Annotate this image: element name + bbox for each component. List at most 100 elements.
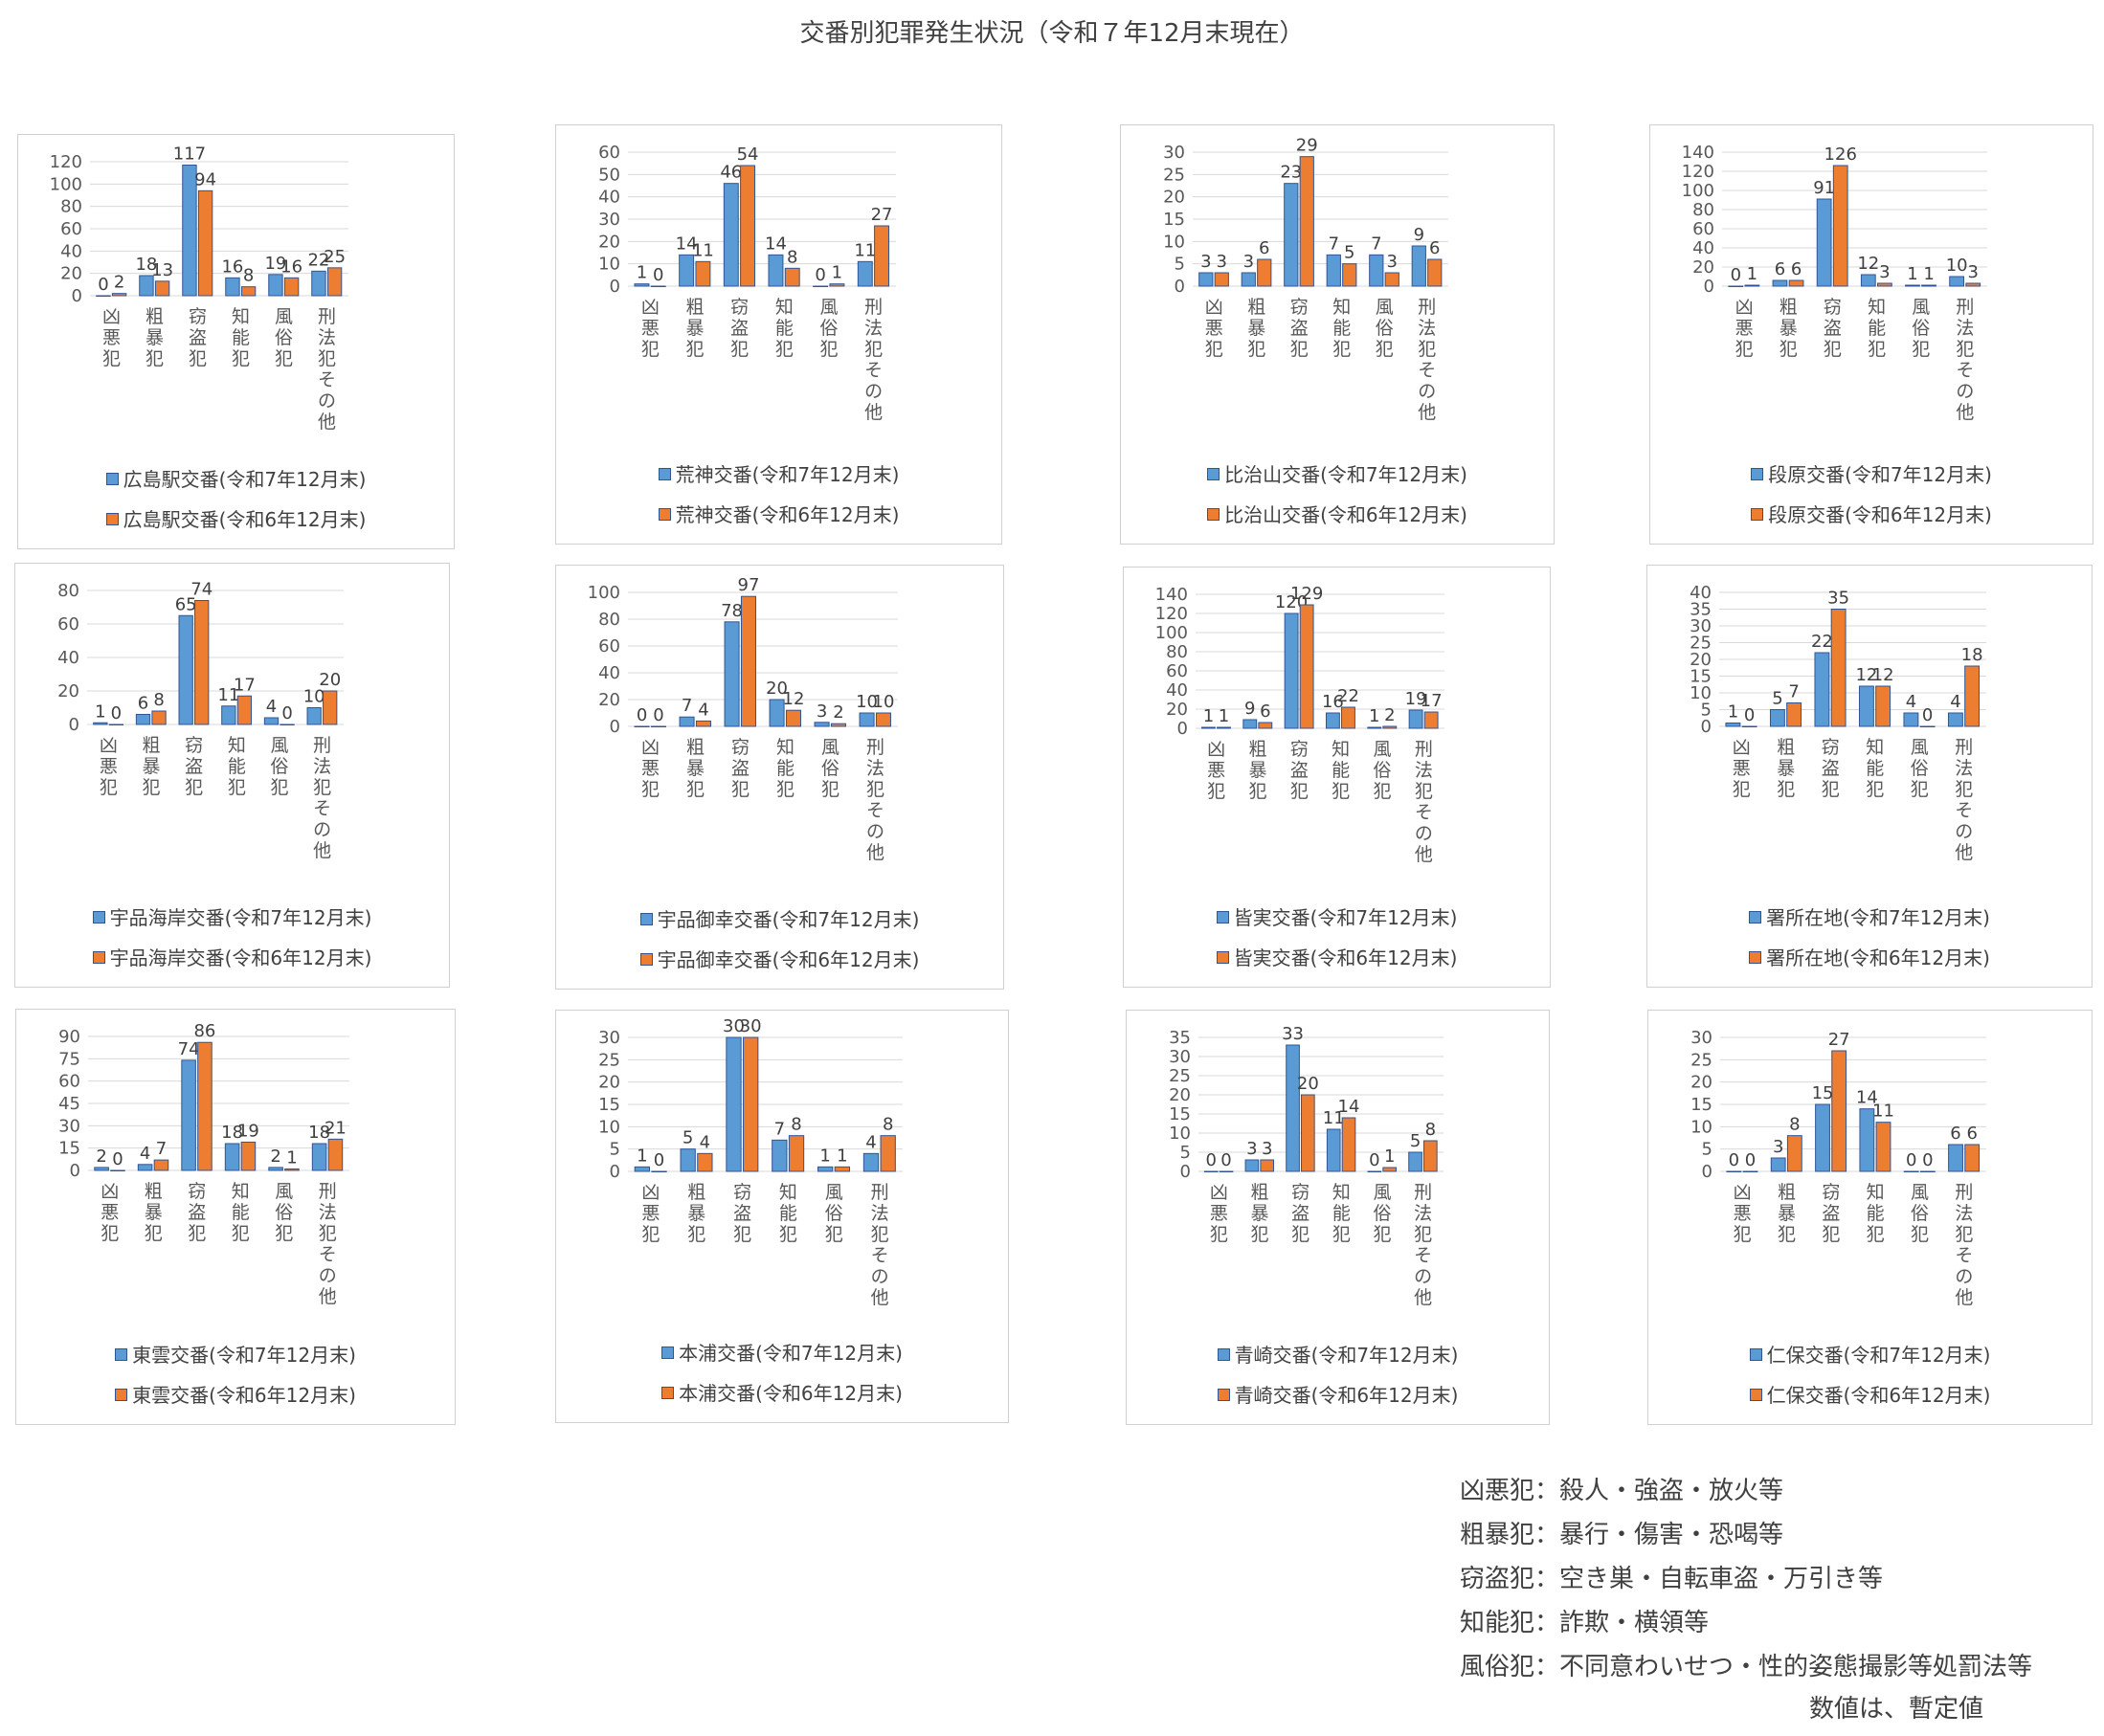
y-tick-label: 75 (58, 1049, 80, 1069)
legend-swatch (1749, 1348, 1762, 1361)
data-label: 0 (1731, 265, 1741, 285)
bar-previous (785, 709, 801, 727)
data-label: 8 (883, 1115, 893, 1135)
bar-previous (1744, 284, 1760, 287)
legend-swatch (1217, 1348, 1230, 1361)
x-tick-label-char: の (319, 1265, 337, 1286)
x-tick-label-char: 窃 (1290, 297, 1309, 318)
bar-previous (829, 283, 845, 287)
x-tick-label-char: 犯 (101, 1223, 119, 1244)
x-tick-label-char: 犯 (1955, 779, 1973, 800)
bar-previous (1875, 685, 1891, 727)
x-tick-label-char: 法 (318, 327, 336, 348)
x-tick-label-char: 凶 (641, 737, 660, 758)
x-tick-label-char: の (1414, 1266, 1432, 1287)
data-label: 8 (791, 1115, 801, 1135)
data-label: 2 (96, 1146, 106, 1167)
x-tick-label-char: 悪 (100, 756, 118, 777)
bar-current (1728, 285, 1744, 287)
legend-label: 署所在地(令和7年12月末) (1766, 906, 1990, 929)
y-tick-label: 5 (1702, 1140, 1712, 1160)
x-tick-label-char: 風 (275, 306, 293, 327)
note-separator: ： (1534, 1521, 1560, 1549)
x-tick-label-char: 知 (1867, 1182, 1885, 1203)
legend-item: 皆実交番(令和7年12月末) (1124, 902, 1550, 930)
x-tick-label-char: 犯 (1734, 1224, 1752, 1245)
x-tick-label-char: 犯 (1778, 1224, 1796, 1245)
legend-swatch (115, 1389, 128, 1401)
y-tick-label: 20 (598, 690, 620, 710)
x-tick-label-char: 凶 (1734, 1182, 1752, 1203)
data-label: 4 (1906, 692, 1916, 712)
data-label: 6 (1260, 701, 1270, 722)
data-label: 4 (1950, 692, 1960, 712)
data-label: 0 (653, 705, 663, 725)
data-label: 0 (1922, 1150, 1933, 1170)
bar-previous (1217, 726, 1231, 729)
y-tick-label: 10 (1163, 232, 1185, 252)
x-tick-label-char: 窃 (185, 735, 203, 756)
bar-current (634, 1166, 650, 1172)
chart-panel: 0 5 10 15 20 25 30 35 0 0 凶悪犯 3 3 粗暴犯 33 20 窃盗犯 11 14 知能犯 0 1… (1126, 1010, 1550, 1425)
y-tick-label: 60 (1166, 661, 1188, 681)
x-tick-label-char: 窃 (1291, 1182, 1309, 1203)
x-tick-label-char: 犯 (1290, 339, 1309, 360)
data-label: 19 (264, 254, 286, 274)
data-label: 4 (865, 1132, 876, 1152)
x-tick-label-char: 犯 (232, 348, 250, 369)
legend-swatch (105, 513, 119, 525)
x-tick-label-char: 刑 (1955, 737, 1973, 758)
legend-item: 宇品御幸交番(令和6年12月末) (556, 945, 1003, 972)
chart-panel: 0 20 40 60 80 100 120 140 0 1 凶悪犯 6 6 粗暴犯 91 126 窃盗犯 12 3 知… (1649, 124, 2093, 545)
x-tick-label-char: 犯 (730, 339, 749, 360)
x-tick-label-char: の (1415, 823, 1433, 844)
x-tick-label-char: 他 (313, 840, 331, 861)
x-tick-label-char: 窃 (189, 306, 207, 327)
bar-previous (830, 723, 846, 727)
legend-swatch (1216, 911, 1229, 924)
bar-previous (834, 1166, 851, 1172)
bar-current (726, 1036, 742, 1172)
x-tick-label-char: 犯 (1414, 1224, 1432, 1245)
legend-item: 青崎交番(令和6年12月末) (1127, 1380, 1549, 1408)
x-tick-label-char: 犯 (1824, 339, 1842, 360)
x-tick-label-char: そ (864, 360, 883, 381)
note-row: 粗暴犯：暴行・傷害・恐喝等 (1460, 1513, 2032, 1557)
bar-previous (1423, 711, 1439, 729)
chart-panel: 0 20 40 60 80 100 120 140 1 1 凶悪犯 9 6 粗暴犯 120 129 窃盗犯 16 2… (1123, 567, 1551, 988)
x-tick-label-char: 刑 (1955, 1182, 1973, 1203)
legend-swatch (658, 468, 671, 480)
data-label: 17 (1421, 691, 1443, 711)
y-tick-label: 140 (1155, 585, 1188, 605)
x-tick-label-char: 暴 (1248, 760, 1266, 781)
y-tick-label: 0 (610, 1162, 620, 1182)
bar-current (1769, 709, 1785, 727)
legend-label: 本浦交番(令和6年12月末) (679, 1382, 903, 1405)
x-tick-label-char: 凶 (1733, 737, 1751, 758)
x-tick-label-char: 粗 (1778, 1182, 1796, 1203)
x-tick-label-char: 凶 (102, 306, 121, 327)
data-label: 11 (1323, 1108, 1345, 1128)
x-tick-label-char: 他 (1956, 402, 1974, 423)
x-tick-label-char: 犯 (1291, 1224, 1309, 1245)
x-tick-label-char: 法 (319, 1202, 337, 1223)
bar-current (634, 283, 650, 287)
legend-label: 署所在地(令和6年12月末) (1766, 946, 1990, 969)
data-label: 18 (1961, 645, 1983, 665)
x-tick-label-char: 犯 (275, 1223, 293, 1244)
bar-previous (1831, 1050, 1847, 1172)
x-tick-label-char: 盗 (188, 1202, 206, 1223)
y-tick-label: 30 (1690, 1028, 1712, 1048)
legend-item: 東雲交番(令和7年12月末) (16, 1340, 455, 1368)
data-label: 22 (1811, 632, 1833, 652)
legend-label: 比治山交番(令和7年12月末) (1224, 463, 1467, 486)
data-label: 86 (193, 1021, 215, 1041)
x-tick-label-char: 犯 (1290, 781, 1309, 802)
x-tick-label-char: 犯 (100, 777, 118, 798)
x-tick-label-char: 能 (779, 1203, 797, 1224)
data-label: 97 (738, 575, 760, 595)
data-label: 19 (237, 1121, 259, 1141)
y-tick-label: 60 (598, 636, 620, 657)
y-tick-label: 140 (1682, 143, 1714, 163)
